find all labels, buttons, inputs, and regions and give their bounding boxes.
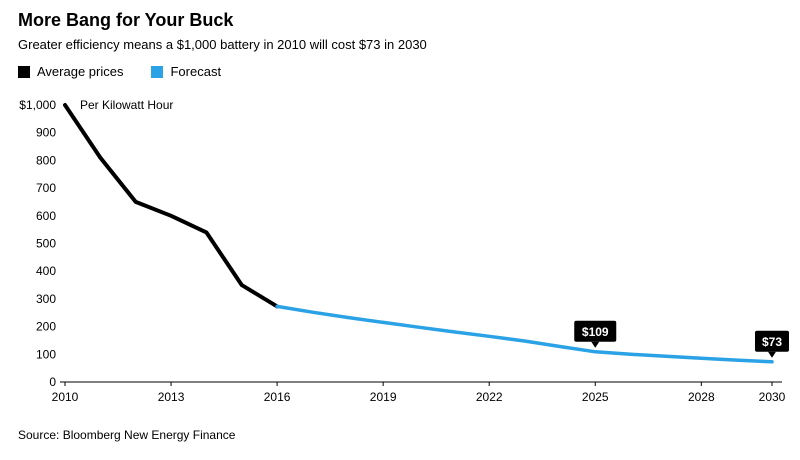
x-tick-label: 2013: [158, 390, 185, 404]
y-tick-label: 500: [36, 237, 56, 251]
chart-subtitle: Greater efficiency means a $1,000 batter…: [18, 37, 427, 52]
y-tick-label: 0: [49, 375, 56, 389]
series-line-forecast: [275, 304, 774, 364]
chart-title: More Bang for Your Buck: [18, 10, 234, 30]
battery-price-chart: 0 100 200 300 400 500 600 700 800 900 $1,000 2010 20…: [19, 98, 789, 404]
y-tick-label: 300: [36, 292, 56, 306]
x-tick-label: 2025: [582, 390, 609, 404]
y-tick-label: 900: [36, 126, 56, 140]
y-tick-label: $1,000: [19, 98, 56, 112]
legend-swatch-average-prices: [18, 65, 30, 78]
x-tick-label: 2028: [688, 390, 715, 404]
legend-item-forecast: Forecast: [151, 64, 221, 79]
y-tick-label: 200: [36, 320, 56, 334]
x-tick-label: 2019: [370, 390, 397, 404]
legend-item-average-prices: Average prices: [18, 64, 123, 79]
x-tick-label: 2030: [759, 390, 786, 404]
x-tick-label: 2010: [52, 390, 79, 404]
axis-unit-annotation: Per Kilowatt Hour: [80, 98, 173, 112]
chart-legend: Average prices Forecast: [18, 64, 221, 79]
legend-label-forecast: Forecast: [170, 64, 222, 79]
callout-box: [574, 320, 617, 342]
legend-label-average-prices: Average prices: [37, 64, 124, 79]
callout-box: [755, 330, 789, 352]
callout-pointer: [591, 341, 600, 348]
series-line-average-prices: [63, 103, 280, 309]
x-tick-label: 2022: [476, 390, 503, 404]
callout-label: $109: [582, 325, 609, 339]
legend-swatch-forecast: [151, 65, 164, 78]
x-tick-label: 2016: [264, 390, 291, 404]
y-tick-label: 700: [36, 181, 56, 195]
callout-pointer: [768, 351, 776, 358]
source-note: Source: Bloomberg New Energy Finance: [18, 428, 236, 442]
callout-label: $73: [762, 335, 782, 349]
y-tick-label: 800: [36, 153, 56, 167]
y-tick-label: 100: [36, 347, 56, 361]
y-tick-label: 400: [36, 264, 56, 278]
y-tick-label: 600: [36, 209, 56, 223]
